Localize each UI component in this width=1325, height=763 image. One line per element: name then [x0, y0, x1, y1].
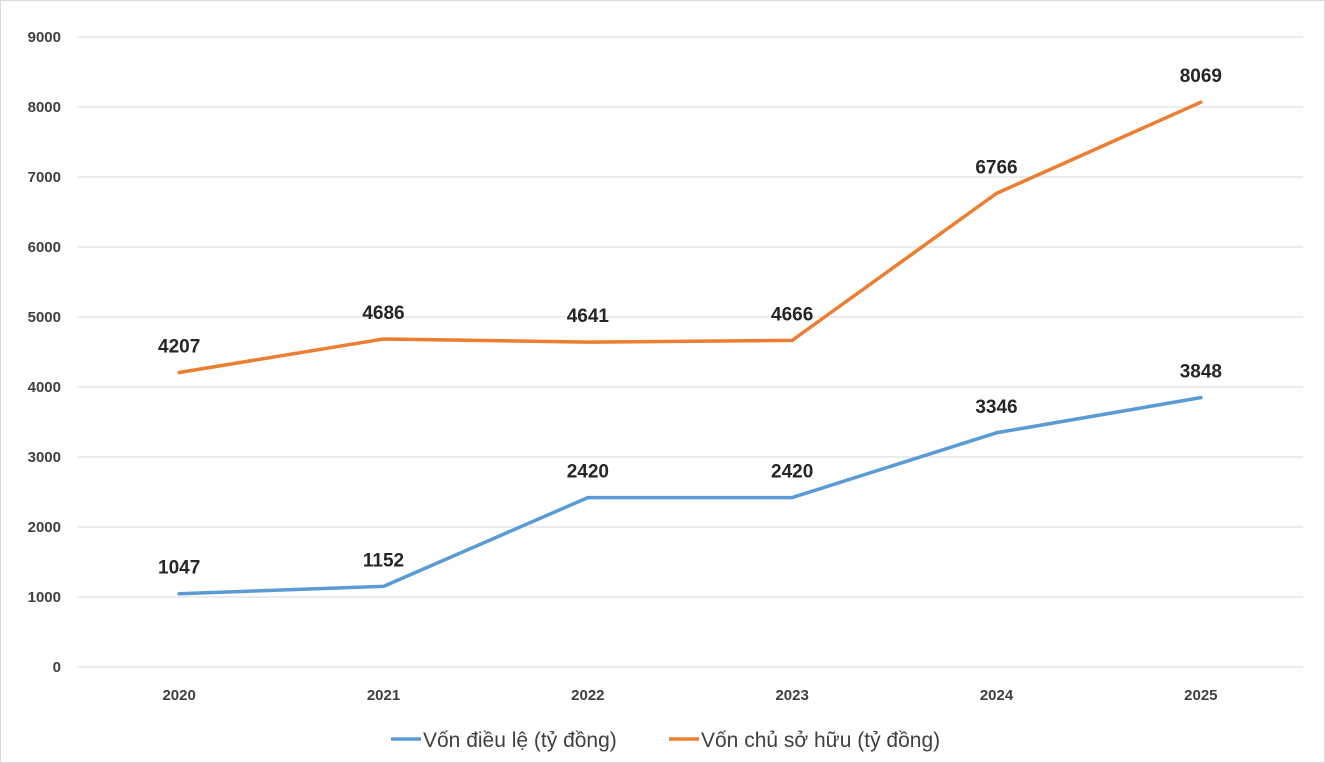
y-tick-label: 9000	[28, 29, 61, 46]
data-label: 1047	[158, 558, 200, 579]
x-tick-label: 2023	[775, 687, 808, 704]
y-tick-label: 4000	[28, 379, 61, 396]
y-tick-label: 0	[53, 659, 61, 676]
gridlines	[77, 36, 1303, 668]
y-tick-label: 6000	[28, 239, 61, 256]
x-tick-label: 2020	[162, 687, 195, 704]
data-label: 2420	[771, 462, 813, 483]
y-tick-label: 5000	[28, 309, 61, 326]
x-tick-label: 2025	[1184, 687, 1217, 704]
data-label: 8069	[1180, 66, 1222, 87]
x-axis-ticks: 2020 2021 2022 2023 2024 2025	[162, 687, 1217, 704]
series-line-2	[177, 100, 1203, 375]
data-label: 2420	[567, 462, 609, 483]
data-label: 4666	[771, 304, 813, 325]
data-label: 1152	[363, 550, 404, 571]
data-label: 4641	[567, 306, 610, 327]
y-tick-label: 3000	[28, 449, 61, 466]
y-tick-label: 7000	[28, 169, 61, 186]
y-tick-label: 1000	[28, 589, 61, 606]
data-label: 3848	[1180, 362, 1222, 383]
series-line-1	[177, 395, 1203, 596]
y-axis-ticks: 0 1000 2000 3000 4000 5000 6000 7000 8000 9000	[28, 29, 61, 676]
y-tick-label: 2000	[28, 519, 61, 536]
series-lines	[177, 100, 1203, 596]
data-labels: 1047 1152 2420 2420 3346 3848 4207 4686 4641 4666…	[158, 66, 1222, 579]
data-label: 6766	[975, 157, 1017, 178]
legend: Vốn điều lệ (tỷ đồng) Vốn chủ sở hữu (tỷ …	[391, 729, 940, 752]
x-tick-label: 2022	[571, 687, 604, 704]
legend-label-2: Vốn chủ sở hữu (tỷ đồng)	[701, 729, 940, 752]
x-tick-label: 2021	[367, 687, 400, 704]
data-label: 3346	[975, 397, 1017, 418]
y-tick-label: 8000	[28, 99, 61, 116]
legend-label-1: Vốn điều lệ (tỷ đồng)	[423, 729, 617, 752]
data-label: 4686	[362, 303, 404, 324]
data-label: 4207	[158, 337, 200, 358]
x-tick-label: 2024	[980, 687, 1014, 704]
